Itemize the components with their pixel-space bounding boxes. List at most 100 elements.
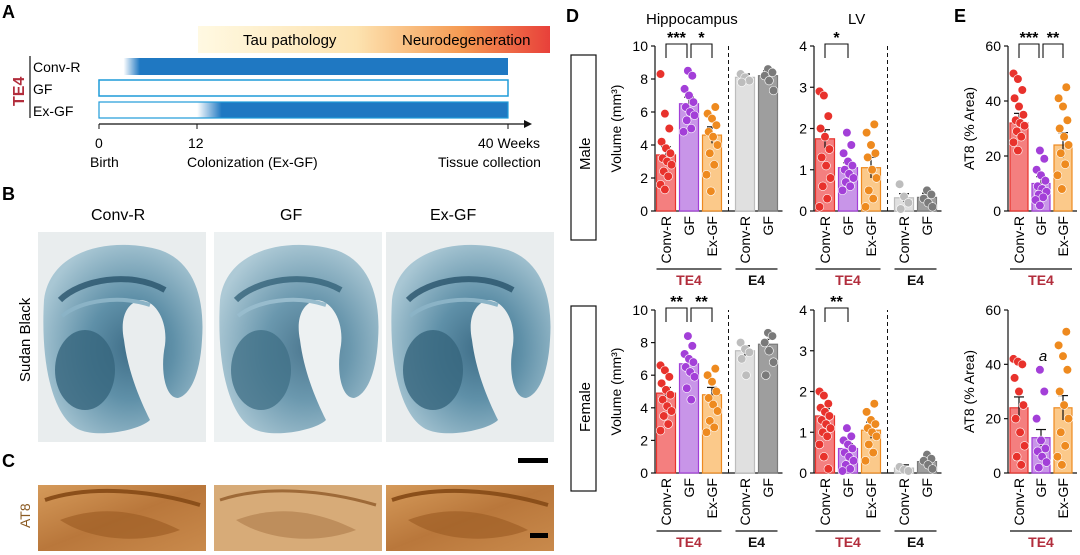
data-point <box>707 113 717 124</box>
significance-label: ** <box>1047 30 1060 47</box>
significance-label: * <box>833 30 840 47</box>
at8-image-gf <box>214 485 382 551</box>
data-point <box>837 185 848 195</box>
data-point <box>1059 400 1069 410</box>
data-point <box>1014 386 1024 397</box>
data-point <box>866 140 876 150</box>
bar <box>757 75 779 212</box>
data-point <box>1017 359 1027 369</box>
data-point <box>658 395 668 405</box>
brain-image-gf <box>214 232 382 442</box>
banner-tau-label: Tau pathology <box>243 32 337 49</box>
y-tick-label: 6 <box>640 367 648 383</box>
data-point <box>711 386 722 397</box>
title-hippocampus: Hippocampus <box>646 11 738 28</box>
data-point <box>1012 452 1022 462</box>
data-point <box>818 181 828 191</box>
svg-text:Male: Male <box>577 137 594 170</box>
data-point <box>821 161 831 171</box>
data-point <box>903 466 914 476</box>
data-point <box>1015 427 1025 437</box>
data-point <box>825 423 836 433</box>
y-axis-label: Volume (mm³) <box>608 348 624 436</box>
panel-label-e: E <box>954 6 966 26</box>
data-point <box>737 354 747 364</box>
data-point <box>896 204 906 214</box>
x-tick-label: Conv-R <box>817 478 833 525</box>
x-tick-label: Conv-R <box>658 478 674 525</box>
x-tick-label: Ex-GF <box>863 478 879 518</box>
data-point <box>1060 159 1070 169</box>
data-point <box>664 372 674 382</box>
data-point <box>860 456 871 466</box>
tick-desc-birth: Birth <box>90 154 119 170</box>
y-tick-label: 3 <box>799 343 807 359</box>
significance-bracket <box>1042 43 1064 58</box>
y-tick-label: 4 <box>640 400 648 416</box>
data-point <box>868 194 878 204</box>
data-point <box>1040 176 1050 186</box>
data-point <box>820 132 830 142</box>
x-tick-label: GF <box>919 216 935 235</box>
note-label: a <box>1039 348 1047 365</box>
data-point <box>687 71 697 81</box>
data-point <box>899 191 909 202</box>
data-point <box>870 148 881 158</box>
data-point <box>660 109 670 119</box>
x-tick-label: Ex-GF <box>704 216 720 256</box>
y-tick-label: 0 <box>640 465 648 481</box>
data-point <box>656 378 667 388</box>
data-point <box>927 464 938 474</box>
data-point <box>1052 170 1063 180</box>
data-point <box>927 202 938 212</box>
data-point <box>1061 82 1071 92</box>
y-tick-label: 40 <box>985 356 1001 372</box>
significance-bracket <box>824 307 849 322</box>
tick-label-40: 40 Weeks <box>478 135 540 151</box>
tick-label-0: 0 <box>95 135 103 151</box>
x-tick-label: Conv-R <box>737 478 753 525</box>
group-label-te4: TE4 <box>1028 534 1054 550</box>
data-point <box>848 456 859 466</box>
y-tick-label: 0 <box>640 203 648 219</box>
data-point <box>1041 457 1052 467</box>
brain-image-convr <box>38 232 206 442</box>
x-tick-label: GF <box>681 478 697 497</box>
data-point <box>864 185 874 195</box>
y-tick-label: 0 <box>993 465 1001 481</box>
data-point <box>1011 414 1021 424</box>
svg-text:Female: Female <box>577 382 594 432</box>
stain-label-sudan: Sudan Black <box>17 297 34 382</box>
y-tick-label: 10 <box>632 302 648 318</box>
data-point <box>761 370 771 380</box>
title-lv: LV <box>848 11 865 28</box>
at8-image-exgf <box>386 485 554 551</box>
data-point <box>1057 184 1067 194</box>
data-point <box>1056 148 1066 158</box>
data-point <box>760 338 770 348</box>
x-tick-label: GF <box>840 216 856 235</box>
significance-label: *** <box>667 30 686 47</box>
data-point <box>660 365 670 375</box>
at8-image-convr <box>38 485 206 551</box>
group-label-te4: TE4 <box>835 534 861 550</box>
y-axis-label: AT8 (% Area) <box>961 350 977 433</box>
y-tick-label: 20 <box>985 411 1001 427</box>
data-point <box>688 97 699 107</box>
data-point <box>737 77 747 87</box>
y-tick-label: 60 <box>985 302 1001 318</box>
panel-label-a: A <box>2 2 15 22</box>
data-point <box>767 331 778 341</box>
y-tick-label: 0 <box>799 203 807 219</box>
data-point <box>712 140 723 150</box>
x-tick-label: Ex-GF <box>704 478 720 518</box>
data-point <box>744 347 755 357</box>
data-point <box>847 161 858 171</box>
tick-desc-colonization: Colonization (Ex-GF) <box>187 154 318 170</box>
group-label-te4: TE4 <box>835 272 861 288</box>
data-point <box>819 390 829 401</box>
data-point <box>814 439 825 450</box>
x-tick-label: Conv-R <box>896 478 912 525</box>
